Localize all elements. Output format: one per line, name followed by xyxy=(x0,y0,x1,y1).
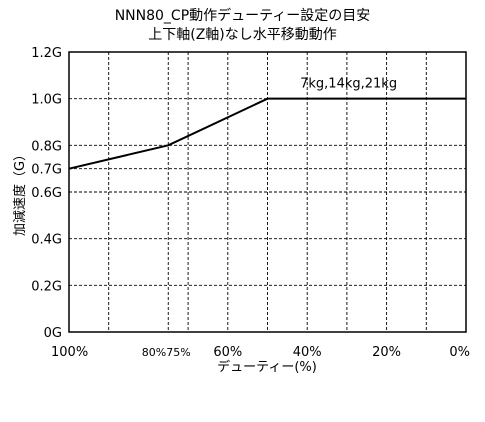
x-tick-label: 60% xyxy=(213,345,242,360)
series-layer xyxy=(68,97,466,170)
series-line xyxy=(68,97,466,170)
y-tick-label: 0.2G xyxy=(31,279,62,294)
y-tick-label: 0.8G xyxy=(31,139,62,154)
x-tick-label: 20% xyxy=(372,345,401,360)
y-tick-label: 1.2G xyxy=(31,46,62,61)
chart-subtitle: 上下軸(Z軸)なし水平移動動作 xyxy=(148,27,337,43)
x-tick-labels: 100% 80% 75% 60% 40% 20% 0% xyxy=(51,345,470,360)
x-tick-label: 100% xyxy=(51,345,88,360)
x-tick-label: 75% xyxy=(166,346,190,359)
plot-frame xyxy=(68,51,467,333)
series-annotation: 7kg,14kg,21kg xyxy=(300,76,397,91)
x-axis-label: デューティー(%) xyxy=(217,359,317,375)
x-tick-label: 40% xyxy=(293,345,322,360)
y-tick-label: 0.4G xyxy=(31,233,62,248)
y-tick-labels: 0G 0.2G 0.4G 0.6G 0.7G 0.8G 1.0G 1.2G xyxy=(31,46,62,341)
x-tick-label: 80% xyxy=(142,346,166,359)
y-tick-label: 0G xyxy=(44,326,62,341)
y-tick-label: 0.6G xyxy=(31,186,62,201)
y-tick-label: 0.7G xyxy=(31,163,62,178)
y-tick-label: 1.0G xyxy=(31,93,62,108)
grid xyxy=(69,52,466,332)
chart-title: NNN80_CP動作デューティー設定の目安 xyxy=(114,8,371,24)
x-tick-label: 0% xyxy=(449,345,470,360)
y-axis-label: 加減速度（G） xyxy=(12,148,28,236)
